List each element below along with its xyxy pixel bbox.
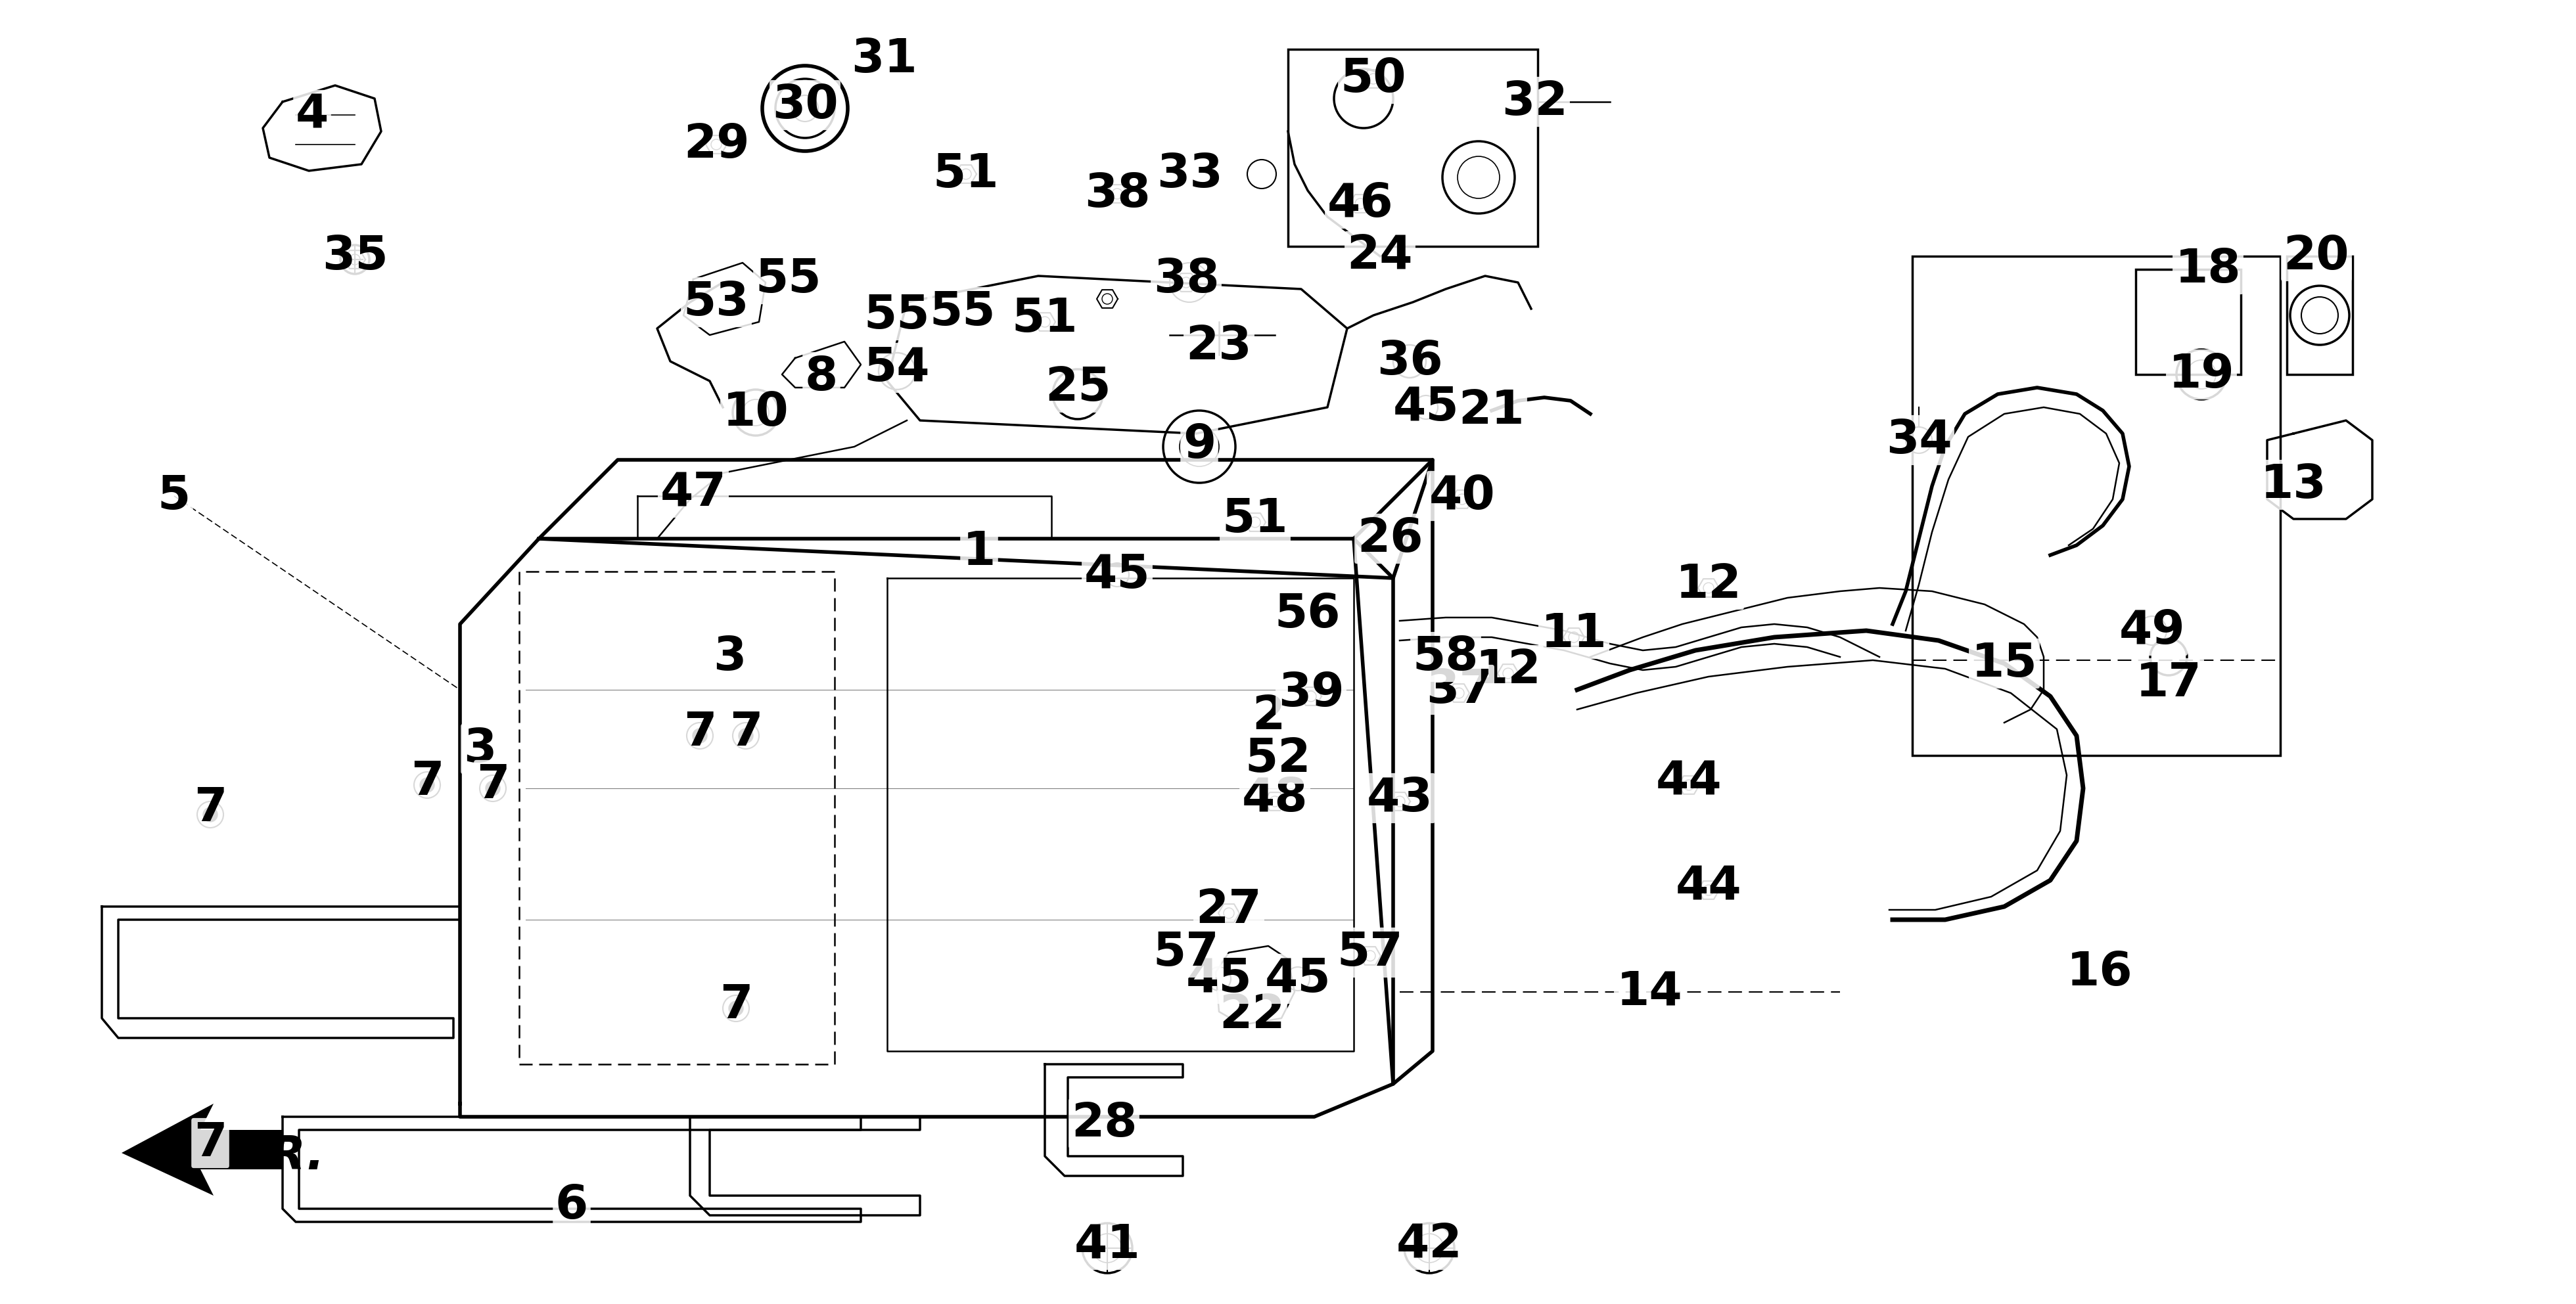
Circle shape — [487, 781, 500, 795]
Text: 39: 39 — [1278, 670, 1345, 716]
Text: 32: 32 — [1502, 80, 1566, 124]
Circle shape — [204, 807, 216, 822]
Text: 38: 38 — [1154, 257, 1218, 301]
Text: 45: 45 — [1394, 385, 1458, 430]
Text: 15: 15 — [1971, 640, 2038, 686]
Text: 7: 7 — [729, 709, 762, 755]
Text: 55: 55 — [755, 257, 822, 301]
Text: 40: 40 — [1430, 473, 1494, 519]
Text: 51: 51 — [1012, 296, 1077, 342]
Text: 50: 50 — [1340, 56, 1406, 102]
Text: 54: 54 — [863, 346, 930, 390]
Text: 27: 27 — [1195, 887, 1262, 932]
Text: 46: 46 — [1327, 181, 1394, 227]
Text: 44: 44 — [1674, 865, 1741, 909]
Text: 7: 7 — [193, 1120, 227, 1166]
Text: 28: 28 — [1072, 1101, 1136, 1146]
Text: 31: 31 — [850, 37, 917, 82]
Text: 58: 58 — [1412, 634, 1479, 679]
Text: FR.: FR. — [237, 1133, 325, 1179]
Text: 52: 52 — [1244, 735, 1311, 781]
Text: 53: 53 — [683, 279, 750, 325]
Text: 29: 29 — [683, 121, 750, 167]
Bar — [1288, 50, 1538, 246]
Text: 10: 10 — [724, 390, 788, 436]
Text: 51: 51 — [933, 151, 999, 197]
Bar — [2136, 270, 2241, 374]
Text: 11: 11 — [1540, 612, 1607, 657]
Text: 9: 9 — [1182, 422, 1216, 467]
Text: 19: 19 — [2169, 352, 2233, 398]
Bar — [1911, 256, 2280, 755]
Text: 47: 47 — [659, 469, 726, 515]
Text: 7: 7 — [683, 709, 716, 755]
Text: 42: 42 — [1396, 1222, 1463, 1267]
Text: 17: 17 — [2136, 661, 2202, 705]
Text: 23: 23 — [1185, 323, 1252, 369]
Circle shape — [739, 729, 752, 743]
Text: 24: 24 — [1347, 233, 1414, 279]
Text: 7: 7 — [193, 785, 227, 831]
Text: 48: 48 — [1242, 776, 1309, 820]
Text: 57: 57 — [1337, 930, 1404, 975]
Circle shape — [693, 729, 706, 743]
Text: 12: 12 — [1674, 562, 1741, 608]
Text: 45: 45 — [1185, 956, 1252, 1001]
Text: 21: 21 — [1458, 387, 1525, 433]
Text: 6: 6 — [556, 1183, 587, 1228]
Text: 30: 30 — [773, 82, 837, 128]
Text: 36: 36 — [1376, 339, 1443, 383]
Bar — [2287, 256, 2352, 374]
Text: 35: 35 — [322, 233, 389, 279]
Text: 55: 55 — [863, 292, 930, 338]
Text: 45: 45 — [1084, 552, 1151, 597]
Text: 18: 18 — [2174, 246, 2241, 292]
Text: 13: 13 — [2259, 462, 2326, 507]
Circle shape — [729, 1001, 744, 1016]
Text: 3: 3 — [464, 726, 497, 772]
Text: 12: 12 — [1476, 647, 1540, 692]
Text: 56: 56 — [1275, 592, 1340, 636]
Text: 2: 2 — [1252, 694, 1285, 738]
Text: 14: 14 — [1615, 969, 1682, 1015]
Text: 45: 45 — [1265, 956, 1332, 1001]
Text: 1: 1 — [963, 529, 997, 575]
Text: 3: 3 — [714, 634, 747, 679]
Text: 26: 26 — [1358, 516, 1422, 561]
Text: 44: 44 — [1656, 759, 1721, 805]
Text: 4: 4 — [296, 93, 330, 138]
Text: 7: 7 — [410, 759, 443, 805]
Text: 22: 22 — [1218, 992, 1285, 1038]
Text: 7: 7 — [719, 982, 752, 1028]
Text: 38: 38 — [1084, 171, 1151, 216]
Text: 37: 37 — [1425, 668, 1492, 712]
Text: 25: 25 — [1046, 365, 1110, 411]
Text: 43: 43 — [1368, 776, 1432, 820]
Text: 55: 55 — [930, 289, 997, 335]
Text: 57: 57 — [1154, 930, 1218, 975]
Circle shape — [204, 1140, 216, 1154]
Circle shape — [420, 777, 435, 793]
Polygon shape — [121, 1103, 283, 1196]
Text: 34: 34 — [1886, 417, 1953, 463]
Text: 33: 33 — [1157, 151, 1224, 197]
Text: 7: 7 — [477, 763, 510, 807]
Text: 5: 5 — [157, 473, 191, 519]
Text: 51: 51 — [1221, 497, 1288, 541]
Text: 41: 41 — [1074, 1222, 1141, 1267]
Text: 49: 49 — [2120, 608, 2184, 653]
Text: 20: 20 — [2282, 233, 2349, 279]
Text: 8: 8 — [804, 355, 837, 400]
Text: 16: 16 — [2066, 949, 2133, 995]
